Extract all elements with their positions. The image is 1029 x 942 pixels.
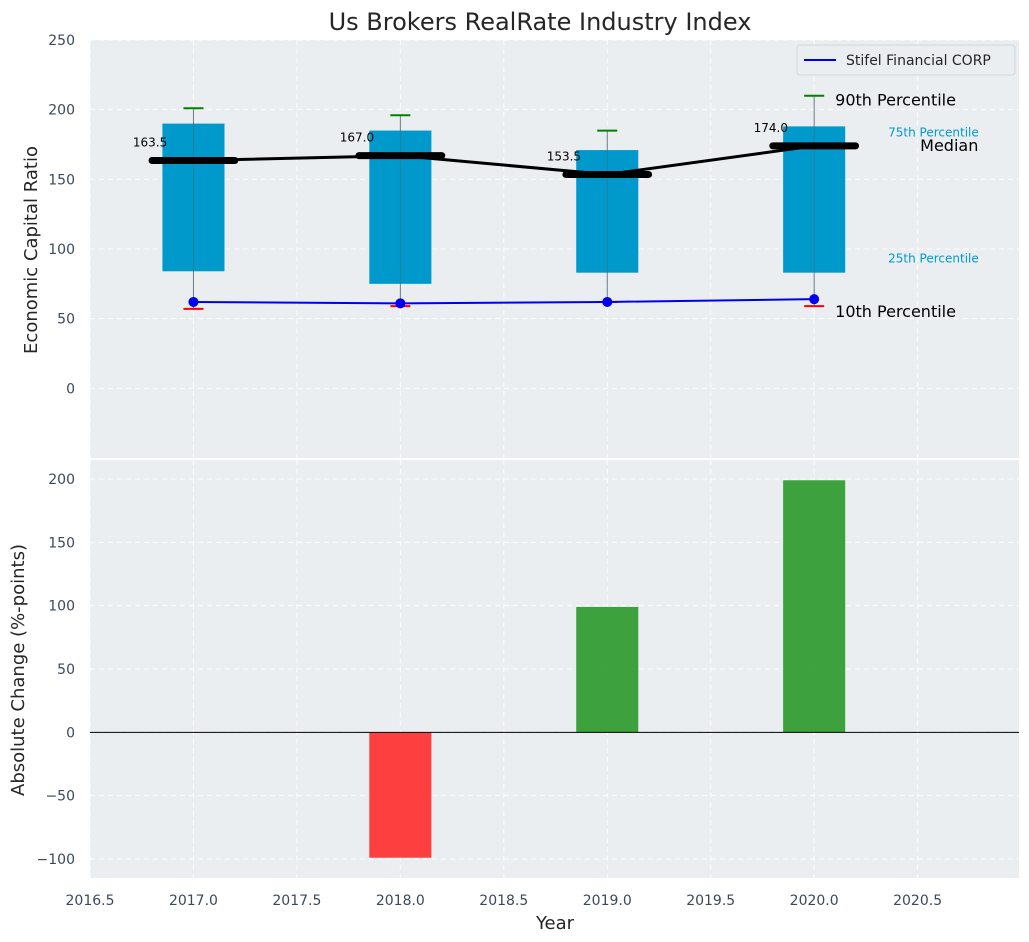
x-tick-label: 2018.0 xyxy=(376,893,425,909)
median-series: 163.5 167.0 153.5 174.0 xyxy=(133,121,860,178)
bottom-y-tick-label: −100 xyxy=(37,852,75,868)
change-bar xyxy=(369,732,432,858)
top-y-axis-label: Economic Capital Ratio xyxy=(21,146,42,354)
x-tick-label: 2017.0 xyxy=(169,893,218,909)
median-value-label: 167.0 xyxy=(340,131,374,145)
annotation-p10: 10th Percentile xyxy=(835,302,956,321)
median-value-label: 163.5 xyxy=(133,136,167,150)
change-bars xyxy=(369,480,846,858)
chart-title: Us Brokers RealRate Industry Index xyxy=(329,8,752,36)
bottom-y-tick-label: 150 xyxy=(48,535,75,551)
median-line xyxy=(193,144,815,176)
top-y-tick-label: 150 xyxy=(48,172,75,188)
annotation-p90: 90th Percentile xyxy=(835,91,956,110)
company-series xyxy=(188,294,820,309)
company-point xyxy=(809,294,820,305)
annotation-p75: 75th Percentile xyxy=(888,125,979,139)
company-point xyxy=(395,298,406,309)
x-tick-label: 2020.5 xyxy=(893,893,942,909)
bottom-y-axis-label: Absolute Change (%-points) xyxy=(8,544,29,796)
bottom-y-tick-label: 200 xyxy=(48,472,75,488)
top-y-tick-label: 50 xyxy=(57,312,75,328)
top-panel: 0 50 100 150 200 250 163.5 167.0 153.5 174.0 90t… xyxy=(21,33,1019,458)
annotation-median: Median xyxy=(920,136,978,155)
top-y-tick-label: 250 xyxy=(48,33,75,49)
change-bar xyxy=(783,480,846,733)
top-y-tick-label: 0 xyxy=(66,381,75,397)
annotation-p25: 25th Percentile xyxy=(888,252,979,266)
x-tick-label: 2016.5 xyxy=(66,893,115,909)
legend-label-company: Stifel Financial CORP xyxy=(846,53,991,69)
x-axis-label: Year xyxy=(535,913,575,934)
bottom-y-tick-label: −50 xyxy=(45,789,75,805)
x-tick-label: 2018.5 xyxy=(479,893,528,909)
median-value-label: 174.0 xyxy=(754,121,788,135)
x-tick-label: 2019.5 xyxy=(686,893,735,909)
company-point xyxy=(188,296,199,307)
median-value-label: 153.5 xyxy=(547,149,581,163)
panel-separator xyxy=(90,458,1019,460)
bottom-y-ticks: −100 −50 0 50 100 150 200 xyxy=(37,472,75,868)
company-point xyxy=(602,296,613,307)
legend-box xyxy=(796,44,1016,76)
x-tick-label: 2019.0 xyxy=(583,893,632,909)
bottom-y-tick-label: 0 xyxy=(66,725,75,741)
company-line xyxy=(193,298,815,305)
x-tick-label: 2017.5 xyxy=(272,893,321,909)
change-bar xyxy=(576,606,639,733)
x-ticks: 2016.5 2017.0 2017.5 2018.0 2018.5 2019.0 2019… xyxy=(66,893,943,909)
top-y-tick-label: 200 xyxy=(48,103,75,119)
top-y-ticks: 0 50 100 150 200 250 xyxy=(48,33,75,397)
x-tick-label: 2020.0 xyxy=(790,893,839,909)
top-y-tick-label: 100 xyxy=(48,242,75,258)
bottom-y-tick-label: 50 xyxy=(57,662,75,678)
legend: Stifel Financial CORP xyxy=(796,44,1016,76)
bottom-y-tick-label: 100 xyxy=(48,599,75,615)
